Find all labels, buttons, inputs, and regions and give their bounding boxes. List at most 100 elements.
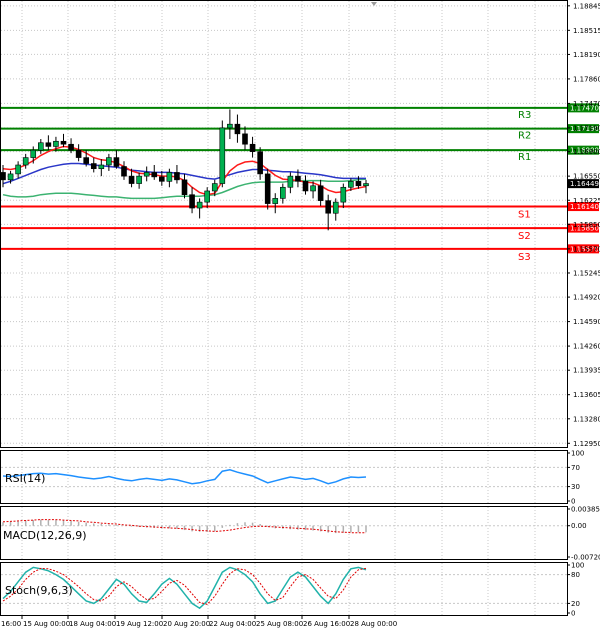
time-tick-label: 28 Aug 00:00 — [350, 620, 397, 628]
price-tick-label: 1.15850 — [573, 221, 600, 229]
candle — [68, 138, 74, 154]
rsi-line — [2, 469, 367, 485]
candle-body-down — [174, 172, 180, 181]
time-tick-label: 25 Aug 08:00 — [256, 620, 303, 628]
candle-body-up — [204, 190, 210, 203]
price-tick-label: 1.15570 — [573, 245, 600, 253]
candle-body-down — [75, 149, 82, 158]
candle-body-up — [196, 201, 203, 209]
price-tick-label: 1.17190 — [573, 124, 600, 132]
candle — [317, 179, 324, 206]
axis-tick-label: -0.007206 — [571, 554, 600, 562]
candle — [106, 153, 112, 171]
candle-body-down — [189, 194, 195, 209]
candle-body-down — [68, 143, 74, 151]
candle — [60, 133, 67, 148]
price-tick-label: 1.14590 — [573, 318, 600, 326]
macd-plot — [2, 519, 367, 534]
candle — [264, 168, 271, 210]
candle — [75, 144, 82, 162]
candle-body-up — [53, 140, 59, 147]
price-tick-label: 1.16225 — [573, 197, 600, 205]
candle-body-down — [257, 151, 263, 175]
candle — [113, 150, 120, 169]
candle — [45, 135, 52, 151]
level-price-tag — [568, 124, 599, 134]
macd-axis: 0.003853 0.00 -0.007206 — [567, 506, 600, 562]
candle-body-up — [219, 127, 226, 184]
candle-body-up — [310, 185, 316, 192]
candle — [38, 139, 44, 154]
candle — [234, 114, 241, 143]
candle-body-up — [211, 183, 218, 192]
level-name-s1: S1 — [518, 210, 531, 221]
candle — [257, 147, 263, 180]
level-name-r3: R3 — [518, 110, 531, 121]
price-tick-label: 1.14260 — [573, 343, 600, 351]
candle — [325, 194, 331, 231]
candle-body-down — [45, 142, 52, 147]
candle — [166, 168, 173, 188]
scroll-marker-icon — [371, 2, 377, 6]
candle-body-up — [143, 172, 150, 177]
macd-signal-line — [2, 519, 366, 534]
candle-body-down — [113, 157, 120, 167]
price-tick-label: 1.17470 — [573, 100, 600, 108]
price-tick-label: 1.15245 — [573, 269, 600, 277]
level-name-s3: S3 — [518, 252, 531, 263]
candle — [302, 175, 309, 195]
candle-body-down — [242, 133, 248, 145]
candle — [295, 169, 301, 188]
candle — [211, 179, 218, 197]
candle-body-up — [106, 157, 112, 166]
level-price-label: 1.15570 — [570, 245, 599, 253]
candle-body-down — [83, 157, 89, 164]
candle-body-up — [166, 172, 173, 182]
level-price-label: 1.16900 — [570, 147, 599, 155]
candle — [30, 146, 37, 164]
price-tick-label: 1.18845 — [573, 2, 600, 10]
stoch-panel-frame — [0, 562, 568, 616]
time-tick-label: 16:00 — [1, 620, 21, 628]
candle-body-up — [348, 181, 354, 188]
candle-body-up — [340, 186, 347, 203]
candle — [90, 157, 97, 173]
candle-body-down — [264, 173, 271, 204]
candle — [287, 172, 294, 194]
axis-tick-label: 0 — [571, 610, 575, 618]
candle — [53, 136, 59, 152]
level-price-tag — [568, 145, 599, 155]
price-tick-label: 1.13605 — [573, 391, 600, 399]
stoch-plot — [2, 566, 367, 610]
level-price-tag — [568, 244, 599, 254]
axis-tick-label: 0 — [571, 498, 575, 506]
candle — [98, 159, 105, 177]
candle-body-up — [280, 186, 286, 199]
candle-body-down — [128, 175, 135, 184]
pivot-levels: R3 1.17470 R2 1.17190 R1 1.16900 S1 1.16140 S2 1.… — [1, 103, 599, 263]
candle-body-down — [159, 176, 165, 182]
candle — [159, 170, 165, 186]
stoch-main-line — [2, 566, 367, 610]
macd-panel-frame — [0, 506, 568, 560]
candle — [22, 153, 29, 169]
candle-body-down — [325, 200, 331, 214]
candle-body-down — [295, 175, 301, 182]
rsi-title: RSI(14) — [5, 472, 45, 485]
candle — [121, 161, 127, 180]
time-tick-label: 18 Aug 04:00 — [69, 620, 116, 628]
candle — [0, 165, 6, 188]
candle — [227, 109, 233, 140]
candle-body-up — [363, 183, 369, 187]
candle-body-down — [234, 123, 241, 135]
level-price-label: 1.17190 — [570, 125, 599, 133]
candle — [242, 126, 248, 151]
candle — [15, 161, 21, 179]
current-price-label: 1.16449 — [570, 180, 599, 188]
candle — [151, 165, 158, 180]
price-tick-label: 1.13280 — [573, 415, 600, 423]
candle-body-down — [181, 179, 188, 195]
candle-body-down — [60, 140, 67, 145]
